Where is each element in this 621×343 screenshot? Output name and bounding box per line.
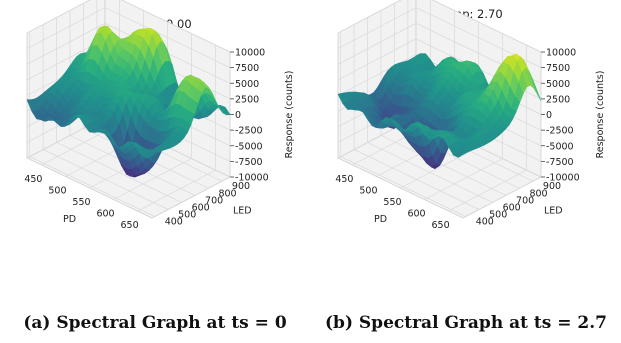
grid-z xyxy=(337,7,542,68)
y-tick-label: 900 xyxy=(543,181,561,192)
x-axis-label: PD xyxy=(374,214,387,225)
y-tick-label: 800 xyxy=(218,188,236,199)
z-tick-label: 2500 xyxy=(235,94,259,105)
x-tick-label: 550 xyxy=(72,197,90,208)
z-tick-label: -10000 xyxy=(235,173,269,184)
x-tick-label: 650 xyxy=(432,220,450,231)
z-tick-label: -2500 xyxy=(235,126,263,137)
caption-a: (a) Spectral Graph at ts = 0 xyxy=(23,313,287,333)
z-tick-label: 5000 xyxy=(546,79,570,90)
y-tick-label: 400 xyxy=(476,217,494,228)
y-tick-label: 600 xyxy=(192,202,210,213)
z-tick-label: -2500 xyxy=(546,126,574,137)
x-tick-label: 650 xyxy=(121,220,139,231)
surface xyxy=(337,53,542,170)
z-tick-label: -5000 xyxy=(546,141,574,152)
y-tick-label: 700 xyxy=(205,195,223,206)
y-tick-label: 500 xyxy=(178,210,196,221)
z-tick-label: 2500 xyxy=(546,94,570,105)
z-tick-label: 7500 xyxy=(235,63,259,74)
x-tick-label: 600 xyxy=(407,209,425,220)
surface xyxy=(26,25,231,178)
z-tick-label: 0 xyxy=(546,110,552,121)
surface-chart-a: Timestamp: 0.00100007500500025000-2500-5… xyxy=(24,0,295,231)
x-tick-label: 550 xyxy=(383,197,401,208)
x-tick-label: 500 xyxy=(48,185,66,196)
z-tick-label: -7500 xyxy=(235,157,263,168)
z-tick-label: -5000 xyxy=(235,141,263,152)
y-tick-label: 700 xyxy=(516,195,534,206)
surface-chart-b: Timestamp: 2.70100007500500025000-2500-5… xyxy=(335,0,606,231)
y-tick-label: 900 xyxy=(232,181,250,192)
y-axis-label: LED xyxy=(544,206,563,217)
z-tick-label: -10000 xyxy=(546,173,580,184)
y-tick-label: 400 xyxy=(165,217,183,228)
x-tick-label: 600 xyxy=(96,209,114,220)
grid-z xyxy=(337,22,542,84)
z-tick-label: 10000 xyxy=(235,48,265,59)
surface-facet xyxy=(458,152,467,158)
z-axis-label: Response (counts) xyxy=(284,71,295,159)
panel-b: Timestamp: 2.70100007500500025000-2500-5… xyxy=(311,0,621,343)
grid-z xyxy=(26,7,231,68)
x-tick-label: 450 xyxy=(24,174,42,185)
z-axis-label: Response (counts) xyxy=(595,71,606,159)
x-tick-label: 500 xyxy=(359,185,377,196)
z-tick-label: 7500 xyxy=(546,63,570,74)
x-tick-label: 450 xyxy=(335,174,353,185)
caption-b: (b) Spectral Graph at ts = 2.7 xyxy=(325,313,607,333)
panel-a: Timestamp: 0.00100007500500025000-2500-5… xyxy=(0,0,310,343)
x-axis-label: PD xyxy=(63,214,76,225)
y-tick-label: 500 xyxy=(489,210,507,221)
grid-z xyxy=(26,22,231,84)
z-tick-label: 10000 xyxy=(546,48,576,59)
y-tick-label: 800 xyxy=(529,188,547,199)
z-tick-label: 0 xyxy=(235,110,241,121)
grid-z xyxy=(26,0,231,53)
y-axis-label: LED xyxy=(233,206,252,217)
grid-z xyxy=(337,0,542,53)
z-tick-label: -7500 xyxy=(546,157,574,168)
surface-facet xyxy=(147,152,156,159)
y-tick-label: 600 xyxy=(503,202,521,213)
z-tick-label: 5000 xyxy=(235,79,259,90)
